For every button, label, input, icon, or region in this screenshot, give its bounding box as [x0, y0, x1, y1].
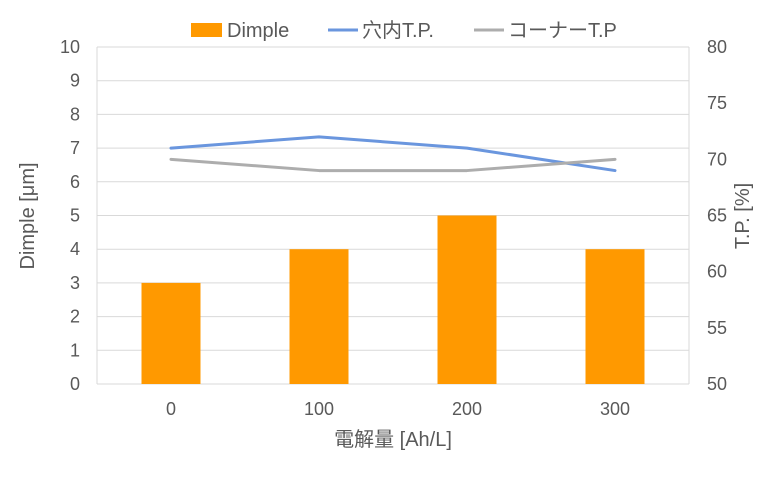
x-tick-label: 200 — [452, 399, 482, 419]
y-tick-label: 10 — [60, 37, 80, 57]
y2-tick-label: 75 — [707, 93, 727, 113]
bar-series — [141, 215, 645, 384]
y-tick-label: 7 — [70, 138, 80, 158]
x-axis-title: 電解量 [Ah/L] — [334, 428, 452, 451]
y2-tick-label: 55 — [707, 318, 727, 338]
y-tick-label: 2 — [70, 307, 80, 327]
y-tick-label: 3 — [70, 273, 80, 293]
y2-axis-title: T.P. [%] — [732, 183, 754, 249]
y2-tick-label: 50 — [707, 374, 727, 394]
bar-dimple — [437, 215, 497, 384]
y-axis-title: Dimple [μm] — [17, 162, 39, 269]
y-tick-label: 8 — [70, 104, 80, 124]
legend: Dimple 穴内T.P. コーナーT.P — [191, 19, 617, 42]
y2-tick-label: 70 — [707, 149, 727, 169]
y2-tick-label: 65 — [707, 206, 727, 226]
line-series-1 — [169, 157, 617, 173]
y-tick-label: 0 — [70, 374, 80, 394]
y-tick-label: 9 — [70, 71, 80, 91]
bar-dimple — [141, 282, 201, 384]
y-tick-label: 6 — [70, 172, 80, 192]
legend-label-1: 穴内T.P. — [362, 19, 434, 42]
y-tick-label: 4 — [70, 239, 80, 259]
bar-dimple — [289, 249, 349, 384]
legend-swatch-dimple — [191, 23, 222, 37]
x-tick-label: 300 — [600, 399, 630, 419]
axes: 0 1 2 3 4 5 6 7 8 9 10 50 55 60 65 70 75 80 0 100 200 300 — [60, 37, 727, 419]
x-tick-label: 100 — [304, 399, 334, 419]
line-series — [169, 135, 617, 173]
y2-tick-label: 60 — [707, 262, 727, 282]
legend-label-2: コーナーT.P — [508, 20, 617, 42]
y-tick-label: 1 — [70, 340, 80, 360]
x-tick-label: 0 — [166, 399, 176, 419]
line-series-0 — [169, 135, 617, 173]
y2-tick-label: 80 — [707, 37, 727, 57]
bar-dimple — [585, 249, 645, 384]
legend-label-0: Dimple — [227, 20, 289, 42]
y-tick-label: 5 — [70, 206, 80, 226]
